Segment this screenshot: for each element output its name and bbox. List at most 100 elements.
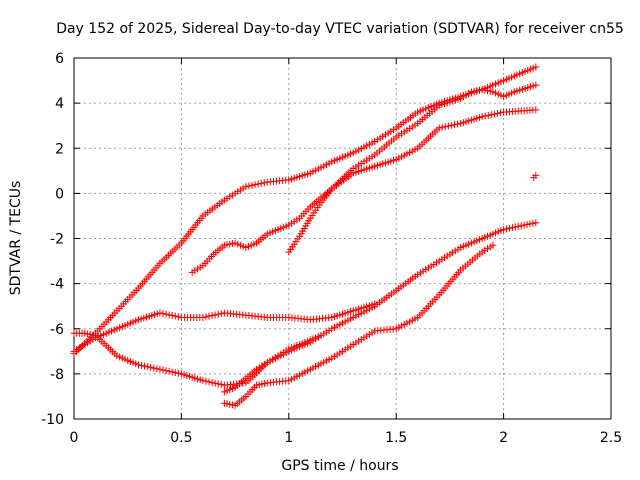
y-tick-label: -4 xyxy=(50,277,64,293)
data-point xyxy=(444,122,452,130)
series-sat-G xyxy=(220,332,325,396)
y-tick-label: 0 xyxy=(55,186,64,202)
data-point xyxy=(134,361,142,369)
x-tick-label: 1.5 xyxy=(385,430,407,446)
data-point xyxy=(214,310,222,318)
data-point xyxy=(532,106,540,114)
data-point xyxy=(141,362,149,370)
series-sat-B xyxy=(70,219,540,389)
data-point xyxy=(208,379,216,387)
data-point xyxy=(490,110,498,118)
data-point xyxy=(245,182,253,190)
y-tick-label: -6 xyxy=(50,322,64,338)
data-point xyxy=(532,63,540,71)
x-axis-label: GPS time / hours xyxy=(281,458,398,474)
series-sat-D xyxy=(188,106,540,276)
data-point xyxy=(153,365,161,373)
data-point xyxy=(260,179,268,187)
data-point xyxy=(202,313,210,321)
data-point xyxy=(454,120,462,128)
data-point xyxy=(199,377,207,385)
data-point xyxy=(487,111,495,119)
data-point xyxy=(208,312,216,320)
data-point xyxy=(517,222,525,230)
data-point xyxy=(532,219,540,227)
data-point xyxy=(159,366,167,374)
data-point xyxy=(174,369,182,377)
data-point xyxy=(317,332,325,340)
data-point xyxy=(500,225,508,233)
data-point xyxy=(217,381,225,389)
data-point xyxy=(532,171,540,179)
data-point xyxy=(508,224,516,232)
data-point xyxy=(168,312,176,320)
x-tick-labels: 0 0.5 1 1.5 2 2.5 xyxy=(70,430,623,446)
data-point xyxy=(371,300,379,308)
y-axis-label: SDTVAR / TECUs xyxy=(8,181,24,296)
data-point xyxy=(505,224,513,232)
data-point xyxy=(144,363,152,371)
series-sat-F xyxy=(220,241,497,409)
data-point xyxy=(156,365,164,373)
data-point xyxy=(174,313,182,321)
data-point xyxy=(217,310,225,318)
data-point xyxy=(162,367,170,375)
data-point xyxy=(514,222,522,230)
data-point xyxy=(484,111,492,119)
data-point xyxy=(165,367,173,375)
data-point xyxy=(441,123,449,131)
y-tick-label: 6 xyxy=(55,51,64,67)
data-point xyxy=(211,379,219,387)
y-tick-label: -2 xyxy=(50,232,64,248)
data-point xyxy=(171,369,179,377)
data-point xyxy=(447,121,455,129)
y-tick-labels: -10 -8 -6 -4 -2 0 2 4 6 xyxy=(41,51,64,428)
data-point xyxy=(150,364,158,372)
x-tick-label: 2 xyxy=(499,430,508,446)
data-point xyxy=(162,310,170,318)
data-point xyxy=(138,361,146,369)
x-tick-label: 0 xyxy=(70,430,79,446)
data-point xyxy=(251,181,259,189)
data-point xyxy=(493,109,501,117)
x-tick-label: 0.5 xyxy=(170,430,192,446)
grid xyxy=(74,58,611,419)
data-point xyxy=(147,363,155,371)
x-tick-label: 1 xyxy=(284,430,293,446)
y-tick-label: -10 xyxy=(41,412,64,428)
data-point xyxy=(202,377,210,385)
data-point xyxy=(242,183,250,191)
data-marks xyxy=(70,63,540,409)
x-tick-label: 2.5 xyxy=(600,430,622,446)
series-sat-E xyxy=(285,81,540,256)
data-point xyxy=(257,179,265,187)
data-point xyxy=(165,311,173,319)
data-point xyxy=(159,310,167,318)
data-point xyxy=(451,121,459,129)
y-tick-label: 2 xyxy=(55,141,64,157)
chart-title: Day 152 of 2025, Sidereal Day-to-day VTE… xyxy=(56,21,624,37)
data-point xyxy=(205,378,213,386)
data-point xyxy=(254,180,262,188)
data-point xyxy=(481,112,489,120)
data-point xyxy=(211,311,219,319)
data-point xyxy=(435,124,443,132)
data-point xyxy=(503,225,511,233)
series-sat-C xyxy=(70,300,379,355)
data-point xyxy=(523,221,531,229)
data-point xyxy=(156,309,164,317)
data-point xyxy=(214,380,222,388)
data-point xyxy=(171,312,179,320)
data-point xyxy=(532,81,540,89)
series-sat-H xyxy=(530,171,540,182)
data-point xyxy=(478,113,486,121)
data-point xyxy=(438,123,446,131)
data-point xyxy=(529,219,537,227)
series-sat-A xyxy=(70,63,540,358)
data-point xyxy=(520,221,528,229)
y-tick-label: -8 xyxy=(50,367,64,383)
data-point xyxy=(489,241,497,249)
axis-ticks xyxy=(73,57,612,420)
y-tick-label: 4 xyxy=(55,96,64,112)
